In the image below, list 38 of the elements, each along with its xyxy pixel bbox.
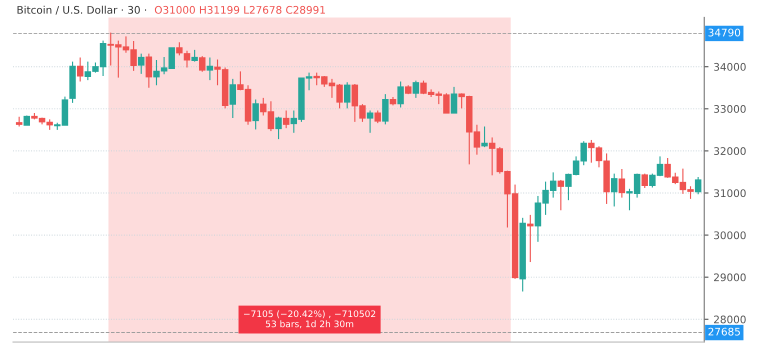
y-tick-label: 29000: [714, 273, 746, 282]
candlestick: [618, 168, 626, 198]
candlestick: [206, 56, 214, 81]
candlestick: [366, 110, 374, 134]
candlestick: [382, 94, 389, 125]
y-tick-label: 33000: [714, 105, 746, 113]
candlestick: [275, 116, 282, 140]
candlestick: [252, 98, 259, 130]
candlestick: [199, 56, 206, 72]
candlestick: [694, 176, 702, 195]
candlestick: [397, 80, 404, 108]
chart-title: Bitcoin / U.S. Dollar · 30 ·: [18, 6, 146, 15]
annotation: −7105 (−20.42%) , −710502 53 bars, 1d 2h 30m: [244, 310, 376, 328]
candlestick: [481, 126, 488, 148]
y-tick-label: 32000: [714, 147, 746, 156]
y-tick-label: 34000: [714, 62, 746, 71]
chart-subtitle: O31000 H31199 L27678 C28991: [154, 6, 325, 14]
y-tick-label: 28000: [714, 316, 746, 324]
candlestick: [76, 56, 84, 82]
candlestick: [450, 86, 458, 114]
candlestick: [191, 49, 198, 62]
candlestick: [282, 110, 290, 129]
candlestick: [146, 53, 152, 88]
candlestick: [230, 78, 236, 119]
y-tick-label: 31000: [714, 189, 746, 198]
candlestick: [558, 179, 564, 211]
candlestick: [138, 53, 144, 74]
candlestick: [374, 110, 381, 124]
y-tick-label: 30000: [714, 231, 746, 240]
candlestick: [16, 116, 22, 128]
candlestick: [412, 80, 420, 98]
candlestick: [611, 173, 618, 208]
candlestick: [642, 173, 648, 188]
candlestick: [527, 214, 534, 263]
candlestick: [24, 114, 30, 126]
candlestick: [344, 82, 350, 109]
ref-line-label: 27685: [708, 328, 740, 336]
ref-line-label: 34790: [708, 28, 740, 36]
